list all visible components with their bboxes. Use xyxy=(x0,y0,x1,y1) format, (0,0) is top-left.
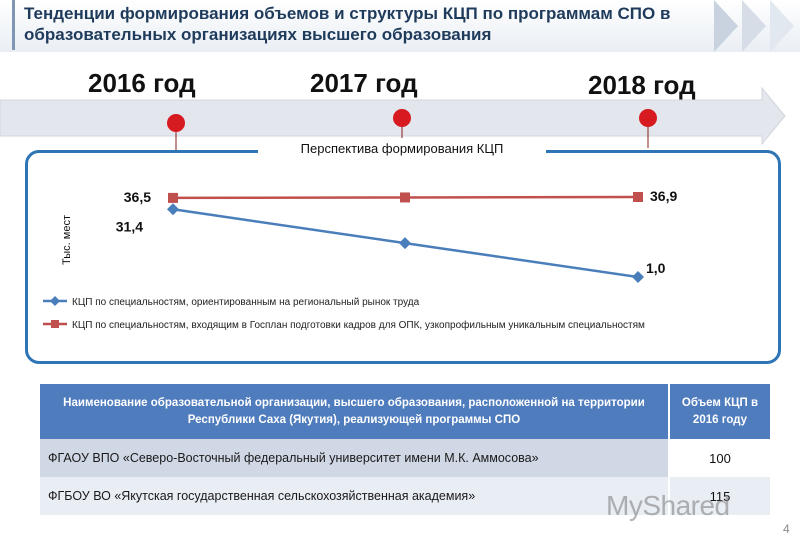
y-axis-label: Тыс. мест xyxy=(61,215,73,265)
header-accent-bar xyxy=(12,0,15,50)
timeline-marker-2017 xyxy=(393,109,411,127)
table-cell-volume: 100 xyxy=(668,439,770,477)
data-point-marker xyxy=(632,271,644,283)
table-header-organization: Наименование образовательной организации… xyxy=(40,384,670,439)
year-label-2016: 2016 год xyxy=(88,68,196,98)
timeline-marker-2016 xyxy=(167,114,185,132)
table-row: ФГБОУ ВО «Якутская государственная сельс… xyxy=(40,477,770,515)
slide-header: Тенденции формирования объемов и структу… xyxy=(0,0,800,52)
legend-marker xyxy=(50,296,60,306)
table-header-volume: Объем КЦП в 2016 году xyxy=(669,384,770,439)
timeline-marker-2018 xyxy=(639,109,657,127)
legend-label: КЦП по специальностям, ориентированным н… xyxy=(72,297,420,308)
year-label-2017: 2017 год xyxy=(310,68,418,98)
data-point-marker xyxy=(633,192,643,202)
data-point-marker xyxy=(399,237,411,250)
table-cell-organization: ФГАОУ ВПО «Северо-Восточный федеральный … xyxy=(40,439,670,477)
watermark-logo: MyShared xyxy=(606,490,730,522)
data-label: 31,4 xyxy=(116,218,143,234)
chart-frame xyxy=(25,150,781,364)
data-point-marker xyxy=(400,192,410,203)
header-chevron-icon xyxy=(770,0,794,52)
table-cell-volume: 115 xyxy=(668,477,770,515)
data-label: 36,5 xyxy=(124,189,151,205)
data-label: 1,0 xyxy=(646,260,666,276)
chart-title: Перспектива формирования КЦП xyxy=(258,138,546,160)
data-point-marker xyxy=(167,203,179,216)
table-cell-organization: ФГБОУ ВО «Якутская государственная сельс… xyxy=(40,477,670,515)
line-chart: Тыс. мест 31,4 1,0 36,5 36,9 КЦП по специальн… xyxy=(43,188,677,331)
data-point-marker xyxy=(168,192,178,203)
watermark-text: MyShared xyxy=(606,490,730,521)
slide-title: Тенденции формирования объемов и структу… xyxy=(24,4,671,44)
table-row: ФГАОУ ВПО «Северо-Восточный федеральный … xyxy=(40,439,770,477)
organizations-table: Наименование образовательной организации… xyxy=(40,384,770,515)
header-chevron-icon xyxy=(742,0,766,52)
page-number: 4 xyxy=(783,522,790,536)
legend-label: КЦП по специальностям, входящим в Госпла… xyxy=(72,319,645,331)
header-chevron-icon xyxy=(714,0,738,52)
legend-marker xyxy=(51,320,59,328)
year-label-2018: 2018 год xyxy=(588,70,696,100)
timeline-arrow xyxy=(0,86,786,152)
data-label: 36,9 xyxy=(650,188,677,204)
